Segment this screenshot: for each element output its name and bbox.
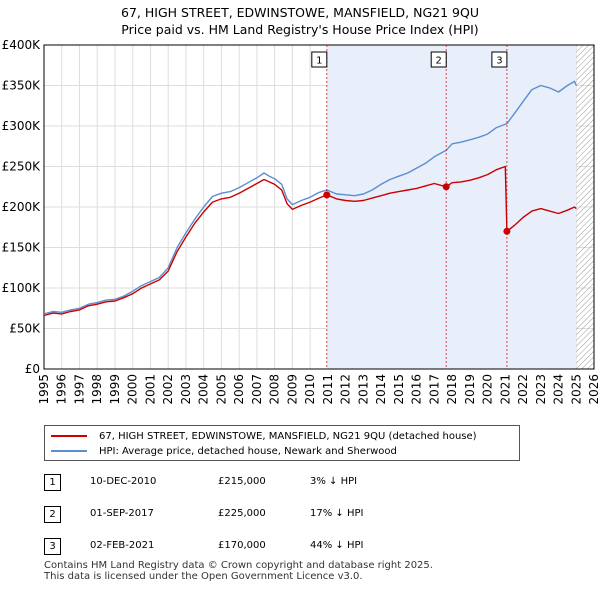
x-tick-label: 2017	[427, 374, 441, 405]
chart-title-line1: 67, HIGH STREET, EDWINSTOWE, MANSFIELD, …	[121, 5, 479, 20]
sale-number-badge: 3	[44, 538, 61, 555]
y-tick-label: £50K	[9, 322, 41, 336]
x-tick-label: 2002	[161, 374, 175, 405]
footer-line1: Contains HM Land Registry data © Crown c…	[44, 560, 433, 571]
sale-hpi-diff: 3% ↓ HPI	[310, 476, 358, 487]
x-tick-label: 2023	[534, 374, 548, 405]
sale-row: 3 02-FEB-2021 £170,000 44% ↓ HPI	[44, 538, 444, 556]
x-tick-label: 1995	[37, 374, 51, 405]
x-tick-label: 2020	[481, 374, 495, 405]
x-tick-label: 2022	[516, 374, 530, 405]
x-tick-label: 1998	[90, 374, 104, 405]
sale-box	[430, 51, 447, 68]
x-tick-label: 2019	[463, 374, 477, 405]
sale-point	[323, 191, 331, 199]
y-tick-label: £300K	[2, 119, 42, 133]
price-chart: £0 £50K £100K £150K £200K £250K £300K £350K £400…	[2, 38, 600, 405]
hpi-series-line	[43, 80, 577, 315]
sale-price: £215,000	[218, 476, 266, 487]
legend: 67, HIGH STREET, EDWINSTOWE, MANSFIELD, …	[44, 425, 520, 461]
sale-row: 2 01-SEP-2017 £225,000 17% ↓ HPI	[44, 506, 444, 524]
x-tick-label: 1999	[108, 374, 122, 405]
sale-date: 10-DEC-2010	[90, 476, 157, 487]
x-tick-label: 2013	[356, 374, 370, 405]
legend-swatch-hpi	[51, 450, 87, 452]
x-tick-label: 2014	[374, 374, 388, 405]
x-tick-label: 2007	[250, 374, 264, 405]
sale-box	[311, 51, 328, 68]
x-tick-label: 2021	[498, 374, 512, 405]
property-series-line	[43, 165, 577, 317]
x-tick-label: 2011	[321, 374, 335, 405]
sale-box-label: 2	[436, 56, 442, 67]
x-tick-label: 2018	[445, 374, 459, 405]
sale-price: £225,000	[218, 508, 266, 519]
x-tick-label: 2026	[587, 374, 600, 405]
x-tick-label: 2016	[410, 374, 424, 405]
x-tick-label: 2024	[552, 374, 566, 405]
x-tick-label: 2004	[197, 374, 211, 405]
sale-point	[442, 183, 450, 191]
sale-date: 02-FEB-2021	[90, 540, 155, 551]
x-tick-label: 2025	[569, 374, 583, 405]
axis-layer: £0 £50K £100K £150K £200K £250K £300K £350K £400…	[2, 38, 600, 405]
footer: Contains HM Land Registry data © Crown c…	[44, 560, 433, 582]
sale-hpi-diff: 17% ↓ HPI	[310, 508, 364, 519]
x-tick-label: 2000	[126, 374, 140, 405]
legend-item-hpi: HPI: Average price, detached house, Newa…	[51, 444, 397, 458]
legend-label-property: 67, HIGH STREET, EDWINSTOWE, MANSFIELD, …	[99, 430, 477, 442]
sale-row: 1 10-DEC-2010 £215,000 3% ↓ HPI	[44, 474, 444, 492]
legend-item-property: 67, HIGH STREET, EDWINSTOWE, MANSFIELD, …	[51, 429, 477, 443]
y-tick-label: £400K	[2, 38, 42, 52]
x-tick-label: 2012	[339, 374, 353, 405]
sale-date: 01-SEP-2017	[90, 508, 154, 519]
sale-point	[503, 227, 511, 235]
series-layer	[43, 80, 577, 317]
x-tick-label: 2009	[285, 374, 299, 405]
x-tick-label: 2008	[268, 374, 282, 405]
x-tick-label: 1997	[72, 374, 86, 405]
sale-price: £170,000	[218, 540, 266, 551]
y-tick-label: £350K	[2, 79, 42, 93]
x-tick-label: 2005	[214, 374, 228, 405]
x-tick-label: 1996	[55, 374, 69, 405]
sale-number-badge: 1	[44, 474, 61, 491]
sale-box-label: 1	[316, 56, 322, 67]
sale-box-label: 3	[496, 56, 502, 67]
shaded-region	[326, 45, 577, 369]
y-tick-label: £100K	[2, 281, 42, 295]
legend-swatch-property	[51, 435, 87, 437]
x-tick-label: 2001	[143, 374, 157, 405]
future-hatched-region	[576, 45, 594, 369]
footer-line2: This data is licensed under the Open Gov…	[44, 571, 363, 582]
x-tick-label: 2003	[179, 374, 193, 405]
chart-title: 67, HIGH STREET, EDWINSTOWE, MANSFIELD, …	[0, 4, 600, 38]
chart-title-line2: Price paid vs. HM Land Registry's House …	[121, 22, 479, 37]
x-tick-label: 2015	[392, 374, 406, 405]
sale-number-badge: 2	[44, 506, 61, 523]
x-tick-label: 2010	[303, 374, 317, 405]
marker-layer: 1 2 3	[311, 45, 511, 369]
y-tick-label: £150K	[2, 241, 42, 255]
sale-box	[491, 51, 508, 68]
x-tick-label: 2006	[232, 374, 246, 405]
plot-frame	[43, 44, 595, 370]
y-tick-label: £0	[25, 362, 40, 376]
shade-layer	[326, 45, 594, 369]
y-tick-label: £250K	[2, 160, 42, 174]
legend-label-hpi: HPI: Average price, detached house, Newa…	[99, 445, 397, 457]
sale-hpi-diff: 44% ↓ HPI	[310, 540, 364, 551]
y-tick-label: £200K	[2, 200, 42, 214]
